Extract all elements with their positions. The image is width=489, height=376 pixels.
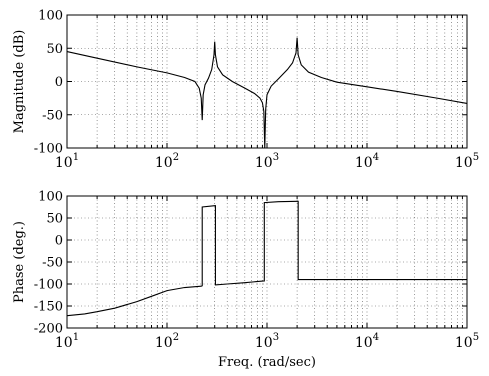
x-axis-label: Freq. (rad/sec): [218, 355, 316, 370]
response-curve: [66, 37, 468, 149]
x-tick-label: 103: [255, 332, 279, 351]
y-tick-label: -50: [42, 256, 63, 271]
y-axis-label: Phase (deg.): [12, 221, 27, 303]
grid-lines: [67, 196, 467, 328]
y-tick-label: -100: [34, 278, 63, 293]
y-tick-label: 0: [55, 234, 63, 249]
x-tick-label: 104: [355, 332, 379, 351]
y-tick-label: -150: [34, 300, 63, 315]
y-tick-label: -100: [34, 142, 63, 157]
grid-lines: [67, 15, 467, 148]
y-tick-label: 100: [38, 9, 63, 24]
x-tick-label: 101: [55, 332, 79, 351]
response-curve: [66, 200, 467, 317]
x-tick-label: 101: [55, 152, 79, 171]
plot-frame: [66, 195, 468, 329]
y-tick-label: 0: [55, 75, 63, 90]
x-tick-label: 105: [455, 152, 479, 171]
y-tick-label: 100: [38, 190, 63, 205]
y-tick-label: -50: [42, 108, 63, 123]
x-tick-label: 102: [155, 152, 179, 171]
y-tick-label: 50: [46, 212, 63, 227]
plot-frame: [66, 14, 468, 149]
y-tick-label: -200: [34, 322, 63, 337]
y-tick-label: 50: [46, 42, 63, 57]
x-tick-label: 105: [455, 332, 479, 351]
x-tick-label: 103: [255, 152, 279, 171]
y-axis-label: Magnitude (dB): [12, 30, 27, 134]
x-tick-label: 102: [155, 332, 179, 351]
x-tick-label: 104: [355, 152, 379, 171]
